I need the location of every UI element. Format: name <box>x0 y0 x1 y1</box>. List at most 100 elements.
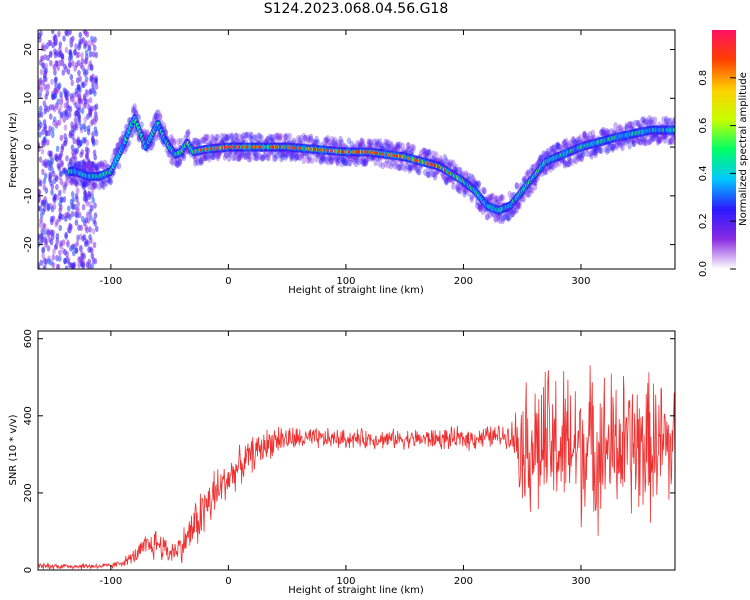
spectrogram-noise-blob <box>43 172 48 180</box>
spectrogram-halo <box>641 116 646 124</box>
spectrogram-halo <box>129 131 134 139</box>
spectrogram-halo <box>562 158 567 166</box>
spectrogram-halo <box>133 109 139 117</box>
spectrogram-halo <box>490 192 496 200</box>
spectrogram-halo <box>135 113 140 121</box>
spectrogram-halo <box>602 127 607 135</box>
spectrogram-halo <box>446 176 452 184</box>
spectrogram-noise-blob <box>42 136 47 144</box>
spectrogram-halo <box>87 163 92 171</box>
spectrogram-halo <box>469 195 474 203</box>
spectrogram-halo <box>602 130 607 138</box>
spectrogram-noise-blob <box>57 30 61 38</box>
spectrogram-halo <box>548 162 553 170</box>
spectrogram-halo <box>393 145 398 153</box>
spectrogram-halo <box>109 171 115 179</box>
spectrogram-halo <box>85 179 91 187</box>
spectrogram-halo <box>335 139 340 147</box>
spectrogram-noise-blob <box>93 104 97 112</box>
spectrogram-noise-blob <box>44 105 48 112</box>
spectrogram-x-tick-label: 100 <box>336 276 355 287</box>
spectrogram-noise-blob <box>70 125 75 132</box>
spectrogram-noise-blob <box>93 220 97 227</box>
spectrogram-halo <box>358 140 363 148</box>
spectrogram-halo <box>631 137 637 145</box>
spectrogram-noise-blob <box>70 210 75 218</box>
spectrogram-halo <box>406 142 411 150</box>
spectrogram-halo <box>88 165 94 173</box>
spectrogram-halo <box>441 173 446 181</box>
spectrogram-halo <box>98 160 103 168</box>
spectrogram-halo <box>475 181 480 189</box>
spectrogram-halo <box>563 160 569 168</box>
spectrogram-halo <box>157 113 163 121</box>
spectrogram-noise-blob <box>80 107 85 115</box>
spectrogram-noise-blob <box>42 205 47 212</box>
spectrogram-halo <box>70 178 75 186</box>
spectrogram-halo <box>101 177 106 185</box>
spectrogram-halo <box>115 141 120 149</box>
spectrogram-halo <box>613 122 618 130</box>
spectrogram-halo <box>68 178 74 186</box>
spectrogram-halo <box>280 153 285 161</box>
spectrogram-halo <box>510 210 515 218</box>
spectrogram-halo <box>99 181 105 189</box>
spectrogram-noise-blob <box>44 93 49 100</box>
spectrogram-halo <box>178 137 184 145</box>
spectrogram-halo <box>360 159 366 167</box>
spectrogram-noise-blob <box>84 57 89 65</box>
spectrogram-halo <box>112 148 118 156</box>
spectrogram-halo <box>633 119 638 127</box>
spectrogram-halo <box>455 182 460 190</box>
spectrogram-halo <box>92 182 98 190</box>
spectrogram-noise-blob <box>75 77 80 84</box>
spectrogram-halo <box>562 161 567 169</box>
snr-y-tick-label: 600 <box>23 329 34 348</box>
spectrogram-halo <box>318 158 323 166</box>
spectrogram-halo <box>587 130 593 138</box>
spectrogram-halo <box>359 157 364 165</box>
spectrogram-noise-blob <box>61 239 66 246</box>
spectrogram-halo <box>525 191 531 199</box>
spectrogram-noise-blob <box>64 108 68 116</box>
spectrogram-halo <box>94 166 99 174</box>
spectrogram-noise-blob <box>54 36 59 43</box>
spectrogram-halo <box>97 183 102 191</box>
spectrogram-noise-blob <box>63 167 67 174</box>
spectrogram-noise-blob <box>52 248 56 255</box>
spectrogram-noise-blob <box>42 177 47 185</box>
spectrogram-halo <box>90 183 95 191</box>
spectrogram-halo <box>343 158 349 166</box>
spectrogram-halo <box>576 136 582 144</box>
spectrogram-halo <box>272 150 277 158</box>
spectrogram-noise-blob <box>80 81 85 88</box>
spectrogram-noise-blob <box>48 125 52 132</box>
spectrogram-halo <box>538 154 543 162</box>
spectrogram-halo <box>132 103 137 111</box>
spectrogram-halo <box>538 154 543 162</box>
spectrogram-halo <box>444 177 449 185</box>
spectrogram-halo <box>233 132 239 140</box>
spectrogram-halo <box>427 149 432 157</box>
spectrogram-noise-blob <box>41 79 45 86</box>
spectrogram-halo <box>668 137 673 145</box>
spectrogram-noise-blob <box>94 165 98 172</box>
spectrogram-halo <box>614 143 620 151</box>
spectrogram-noise-blob <box>69 54 74 61</box>
spectrogram-halo <box>587 150 593 158</box>
spectrogram-halo <box>448 160 453 168</box>
spectrogram-halo <box>198 157 204 165</box>
spectrogram-halo <box>592 149 597 157</box>
spectrogram-halo <box>107 176 112 184</box>
spectrogram-halo <box>174 160 180 168</box>
spectrogram-halo <box>231 154 236 162</box>
spectrogram-halo <box>303 134 308 142</box>
spectrogram-halo <box>297 154 302 162</box>
spectrogram-halo <box>620 144 625 152</box>
spectrogram-halo <box>655 138 661 146</box>
spectrogram-halo <box>239 151 244 159</box>
spectrogram-halo <box>493 216 498 224</box>
spectrogram-halo <box>308 133 314 141</box>
spectrogram-halo <box>589 149 594 157</box>
spectrogram-halo <box>97 162 102 170</box>
